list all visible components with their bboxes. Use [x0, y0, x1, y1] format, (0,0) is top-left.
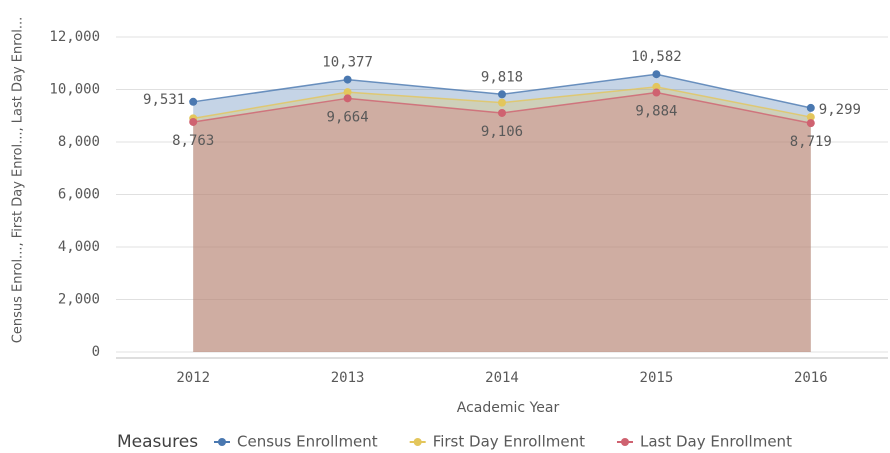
point	[498, 108, 506, 117]
data-label: 8,719	[790, 134, 832, 150]
point	[189, 117, 198, 126]
x-tick-label: 2016	[794, 370, 828, 386]
point	[498, 90, 506, 99]
point	[806, 103, 815, 112]
legend-title: Measures	[117, 432, 198, 452]
x-tick-label: 2012	[176, 370, 210, 386]
point	[343, 75, 352, 84]
point	[343, 94, 352, 103]
x-tick-label: 2013	[331, 370, 365, 386]
point	[189, 97, 198, 106]
legend-marker	[218, 438, 226, 446]
area	[193, 74, 811, 352]
y-tick-label: 12,000	[49, 29, 100, 45]
data-label: 9,531	[143, 92, 185, 108]
y-tick-label: 2,000	[58, 292, 100, 308]
y-tick-label: 0	[92, 344, 100, 360]
point	[498, 98, 506, 107]
y-axis-title: Census Enrol..., First Day Enrol..., Las…	[11, 17, 26, 344]
y-tick-label: 6,000	[58, 187, 100, 203]
data-label: 9,299	[819, 102, 861, 118]
legend-label: Last Day Enrollment	[640, 433, 792, 451]
point	[652, 70, 661, 79]
data-label: 8,763	[172, 133, 214, 149]
legend-label: Census Enrollment	[237, 433, 378, 451]
point	[806, 119, 815, 128]
area	[193, 92, 811, 353]
point	[806, 113, 815, 122]
x-axis-title: Academic Year	[457, 400, 560, 416]
y-tick-label: 10,000	[49, 82, 100, 98]
point	[652, 82, 661, 91]
data-label: 9,664	[327, 109, 369, 125]
data-label: 10,377	[322, 55, 373, 71]
y-tick-label: 8,000	[58, 134, 100, 150]
point	[343, 88, 352, 97]
y-tick-label: 4,000	[58, 239, 100, 255]
x-tick-label: 2015	[640, 370, 674, 386]
point	[652, 88, 661, 97]
area	[193, 86, 811, 352]
data-label: 9,106	[481, 124, 523, 140]
data-label: 10,582	[631, 49, 682, 65]
data-label: 9,884	[635, 104, 677, 120]
data-label: 9,818	[481, 69, 523, 85]
legend-label: First Day Enrollment	[433, 433, 585, 451]
legend-marker	[413, 438, 422, 446]
x-tick-label: 2014	[485, 370, 519, 386]
legend-marker	[620, 438, 629, 446]
